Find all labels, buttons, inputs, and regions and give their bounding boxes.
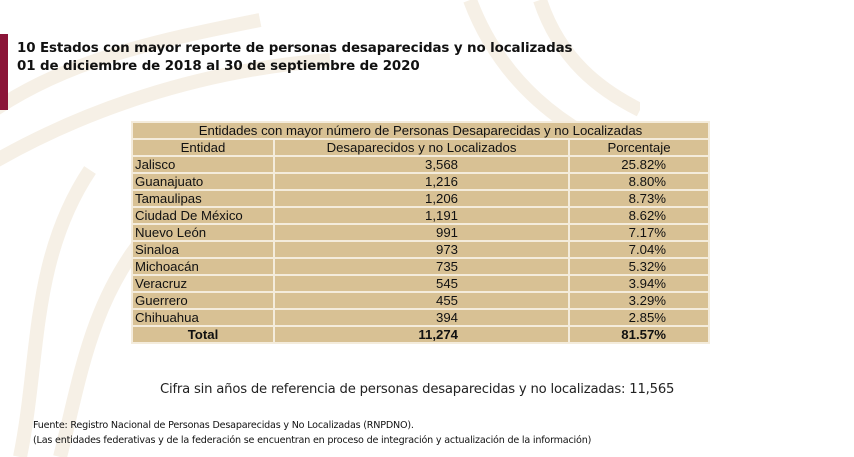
- cell-porcentaje: 7.04%: [567, 240, 711, 259]
- cifra-sin-anos: Cifra sin años de referencia de personas…: [160, 382, 675, 397]
- cell-porcentaje: 8.62%: [567, 206, 711, 225]
- cell-cantidad: 394: [273, 308, 570, 327]
- table-row: Jalisco 3,568 25.82%: [131, 155, 711, 174]
- cell-porcentaje: 8.73%: [567, 189, 711, 208]
- table-row: Nuevo León 991 7.17%: [131, 223, 711, 242]
- table-row: Sinaloa 973 7.04%: [131, 240, 711, 259]
- cell-cantidad: 1,206: [273, 189, 570, 208]
- column-header-porcentaje: Porcentaje: [567, 138, 711, 157]
- table-row: Veracruz 545 3.94%: [131, 274, 711, 293]
- cell-entidad: Ciudad De México: [131, 206, 275, 225]
- table-row: Michoacán 735 5.32%: [131, 257, 711, 276]
- title-line-1: 10 Estados con mayor reporte de personas…: [17, 41, 573, 56]
- cell-cantidad: 455: [273, 291, 570, 310]
- footer-source: Fuente: Registro Nacional de Personas De…: [33, 420, 414, 431]
- cell-entidad: Guanajuato: [131, 172, 275, 191]
- table-row: Chihuahua 394 2.85%: [131, 308, 711, 327]
- cell-porcentaje: 3.29%: [567, 291, 711, 310]
- states-table: Entidades con mayor número de Personas D…: [130, 121, 711, 344]
- cell-cantidad: 735: [273, 257, 570, 276]
- accent-bar: [0, 34, 8, 110]
- cell-porcentaje: 25.82%: [567, 155, 711, 174]
- table-total-row: Total 11,274 81.57%: [131, 325, 711, 344]
- total-porcentaje: 81.57%: [567, 325, 711, 344]
- cell-entidad: Nuevo León: [131, 223, 275, 242]
- table-header-row: Entidad Desaparecidos y no Localizados P…: [131, 138, 711, 157]
- title-line-2: 01 de diciembre de 2018 al 30 de septiem…: [17, 59, 420, 74]
- table-row: Tamaulipas 1,206 8.73%: [131, 189, 711, 208]
- cell-entidad: Guerrero: [131, 291, 275, 310]
- cell-cantidad: 1,191: [273, 206, 570, 225]
- cell-entidad: Veracruz: [131, 274, 275, 293]
- cell-entidad: Jalisco: [131, 155, 275, 174]
- cell-cantidad: 1,216: [273, 172, 570, 191]
- cell-porcentaje: 7.17%: [567, 223, 711, 242]
- table-row: Guanajuato 1,216 8.80%: [131, 172, 711, 191]
- cell-entidad: Tamaulipas: [131, 189, 275, 208]
- table-caption: Entidades con mayor número de Personas D…: [130, 121, 711, 140]
- footer-notes: Fuente: Registro Nacional de Personas De…: [33, 418, 591, 448]
- footer-note: (Las entidades federativas y de la feder…: [33, 435, 592, 446]
- cell-entidad: Sinaloa: [131, 240, 275, 259]
- page-title: 10 Estados con mayor reporte de personas…: [17, 40, 572, 76]
- cell-cantidad: 973: [273, 240, 570, 259]
- cell-entidad: Michoacán: [131, 257, 275, 276]
- column-header-cantidad: Desaparecidos y no Localizados: [273, 138, 570, 157]
- cell-porcentaje: 3.94%: [567, 274, 711, 293]
- cell-porcentaje: 5.32%: [567, 257, 711, 276]
- cell-cantidad: 3,568: [273, 155, 570, 174]
- cell-porcentaje: 2.85%: [567, 308, 711, 327]
- cell-cantidad: 991: [273, 223, 570, 242]
- cell-cantidad: 545: [273, 274, 570, 293]
- cell-porcentaje: 8.80%: [567, 172, 711, 191]
- table-row: Ciudad De México 1,191 8.62%: [131, 206, 711, 225]
- total-cantidad: 11,274: [273, 325, 570, 344]
- cell-entidad: Chihuahua: [131, 308, 275, 327]
- table-caption-row: Entidades con mayor número de Personas D…: [130, 121, 711, 140]
- table-row: Guerrero 455 3.29%: [131, 291, 711, 310]
- total-label: Total: [131, 325, 275, 344]
- column-header-entidad: Entidad: [131, 138, 275, 157]
